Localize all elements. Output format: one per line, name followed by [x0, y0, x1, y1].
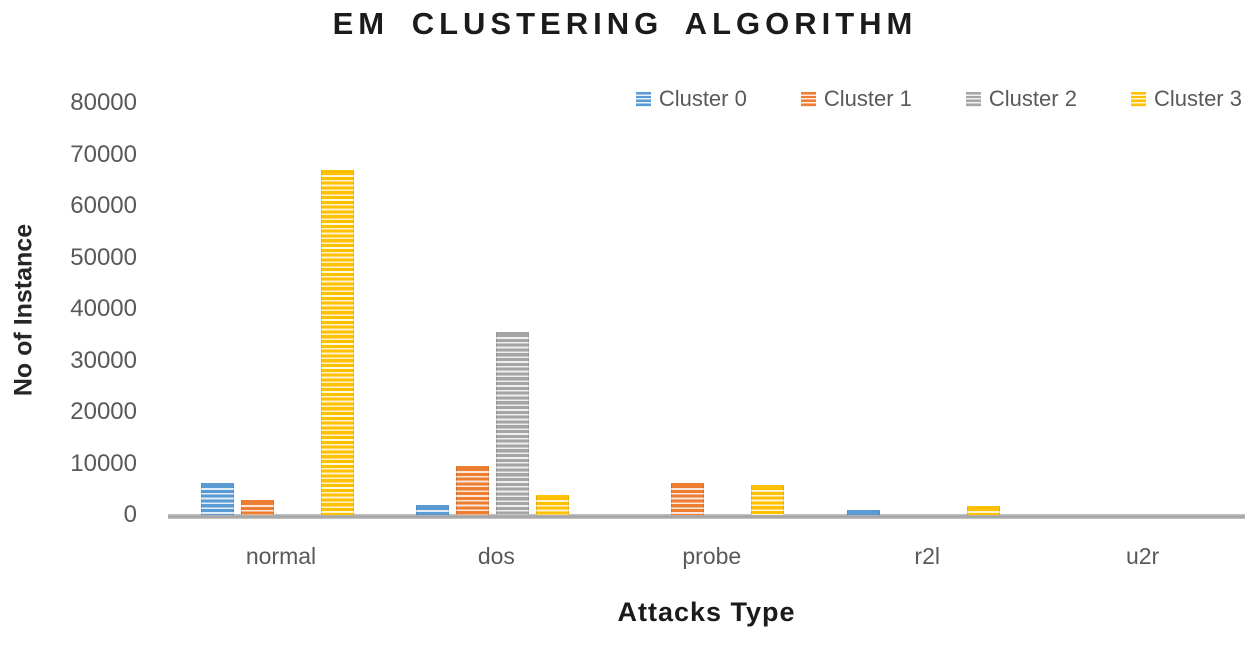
y-tick-label: 40000 — [70, 295, 137, 322]
bar-cluster3-r2l — [966, 505, 1000, 515]
bar-cluster1-probe — [671, 483, 705, 515]
bar-cluster1-dos — [455, 466, 489, 515]
chart-title: EM CLUSTERING ALGORITHM — [332, 6, 918, 41]
legend-label: Cluster 3 — [1153, 86, 1242, 111]
x-tick-label-normal: normal — [245, 543, 317, 569]
y-tick-label: 80000 — [70, 89, 137, 116]
y-tick-label: 0 — [123, 501, 137, 528]
legend-item: Cluster 2 — [965, 86, 1077, 112]
legend-label: Cluster 0 — [658, 86, 747, 111]
legend-label: Cluster 1 — [823, 86, 912, 111]
legend-item: Cluster 0 — [635, 86, 747, 112]
x-axis-title: Attacks Type — [617, 597, 796, 627]
bar-cluster0-normal — [200, 483, 234, 515]
y-tick-label: 70000 — [70, 140, 137, 168]
bar-cluster1-normal — [240, 500, 274, 515]
x-tick-label-dos: dos — [477, 543, 515, 569]
bar-cluster3-normal — [320, 169, 354, 515]
bar-cluster3-dos — [535, 495, 569, 515]
bar-cluster0-r2l — [846, 509, 880, 515]
legend-item: Cluster 3 — [1130, 86, 1242, 112]
x-tick-label-u2r: u2r — [1125, 543, 1160, 569]
bar-cluster0-dos — [415, 505, 449, 515]
y-tick-label: 50000 — [70, 243, 137, 271]
legend-item: Cluster 1 — [800, 86, 912, 112]
y-tick-label: 30000 — [70, 346, 137, 374]
y-tick-label: 20000 — [70, 398, 137, 425]
y-tick-label: 10000 — [70, 449, 137, 477]
y-tick-label: 60000 — [70, 192, 137, 219]
bar-cluster3-probe — [751, 485, 785, 515]
x-tick-label-r2l: r2l — [914, 543, 940, 569]
legend-swatch-icon — [965, 91, 981, 107]
x-tick-label-probe: probe — [682, 543, 742, 569]
chart-legend: Cluster 0 Cluster 1 Cluster 2 Cluster 3 — [635, 86, 1242, 112]
legend-label: Cluster 2 — [988, 86, 1077, 111]
legend-swatch-icon — [635, 91, 651, 107]
legend-swatch-icon — [1130, 91, 1146, 107]
bar-cluster2-dos — [495, 332, 529, 515]
x-axis-line — [168, 514, 1245, 519]
legend-swatch-icon — [800, 91, 816, 107]
